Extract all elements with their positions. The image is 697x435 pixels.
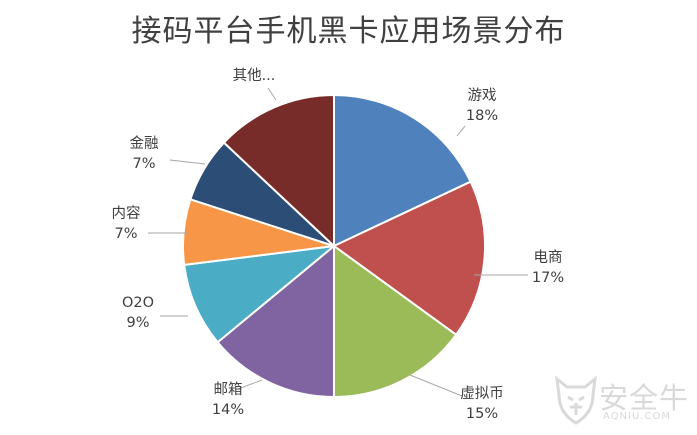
pie-slice-0: [333, 93, 472, 248]
slice-label-1: 电商: [534, 249, 563, 266]
slice-label-3: 邮箱: [214, 381, 243, 398]
leader-line-6: [169, 159, 206, 165]
pie-slice-4: [183, 244, 338, 344]
leader-line-7: [267, 87, 277, 101]
pie-slice-3: [216, 243, 335, 399]
pie-slices: [182, 93, 486, 399]
watermark-logo: 安全牛 AQNIU.COM: [553, 373, 693, 431]
leader-line-0: [456, 125, 466, 137]
slice-label-7: 其他...: [233, 67, 276, 84]
slice-value-label-1: 17%: [532, 270, 564, 286]
pie-slice-2: [333, 244, 458, 399]
watermark-subtext: AQNIU.COM: [603, 411, 671, 422]
pie-slice-1: [332, 180, 486, 337]
slice-labels: 游戏 18% 电商 17% 虚拟币 15% 邮箱 14% O2O 9% 内容 7% 金融 7% 其他...: [112, 67, 565, 422]
slice-value-label-2: 15%: [466, 406, 498, 422]
slice-label-4: O2O: [122, 295, 154, 311]
slice-label-2: 虚拟币: [460, 385, 504, 402]
slice-label-5: 内容: [112, 205, 141, 222]
leader-line-3: [237, 379, 263, 390]
slice-value-label-6: 7%: [132, 156, 155, 172]
slice-value-label-0: 18%: [466, 108, 498, 124]
slice-value-label-3: 14%: [212, 402, 244, 418]
watermark-text: 安全牛: [599, 381, 690, 415]
slice-value-label-4: 9%: [126, 315, 149, 331]
pie-slice-7: [222, 93, 335, 249]
slice-label-0: 游戏: [468, 87, 497, 104]
slice-value-label-5: 7%: [114, 226, 137, 242]
chart-title: 接码平台手机黑卡应用场景分布: [131, 14, 566, 49]
leader-lines: [148, 87, 528, 397]
slice-label-6: 金融: [130, 135, 159, 152]
leader-line-2: [409, 374, 463, 397]
bull-shield-icon: [555, 375, 597, 425]
